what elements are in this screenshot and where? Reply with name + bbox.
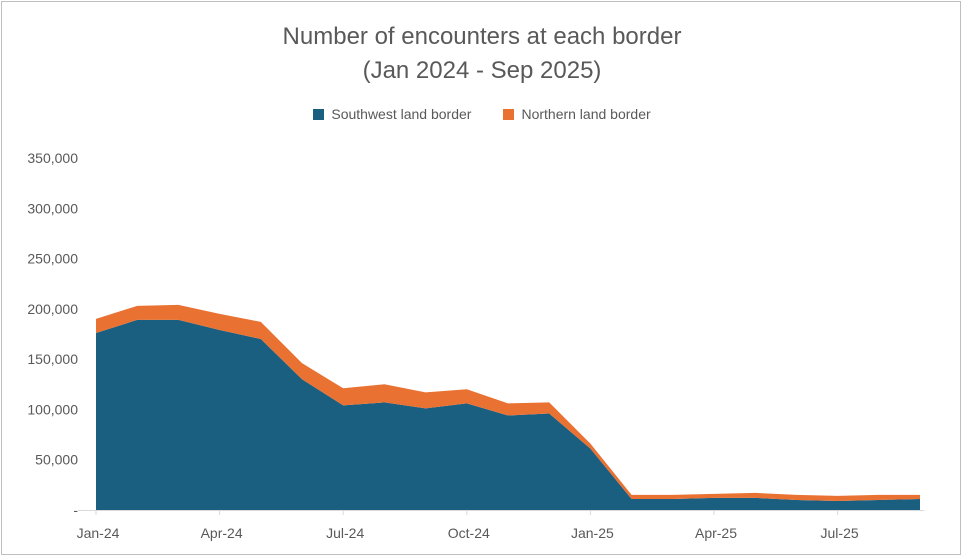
legend-label-southwest: Southwest land border bbox=[331, 106, 472, 122]
x-tick-label: Jan-24 bbox=[77, 525, 120, 541]
legend-label-northern: Northern land border bbox=[521, 106, 651, 122]
y-tick-label: - bbox=[73, 502, 78, 518]
legend-swatch-southwest bbox=[313, 108, 325, 120]
y-tick-label: 250,000 bbox=[27, 251, 78, 267]
y-tick-label: 150,000 bbox=[27, 351, 78, 367]
y-tick-label: 100,000 bbox=[27, 401, 78, 417]
area-layer bbox=[96, 304, 920, 510]
x-tick-label: Oct-24 bbox=[448, 525, 490, 541]
y-axis: - 50,000 100,000 150,000 200,000 250,000 300,0… bbox=[27, 150, 78, 518]
y-tick-label: 300,000 bbox=[27, 200, 78, 216]
x-tick-label: Jul-24 bbox=[326, 525, 364, 541]
x-axis: Jan-24 Apr-24 Jul-24 Oct-24 Jan-25 Apr-25 Jul-… bbox=[77, 510, 859, 541]
legend-item-southwest: Southwest land border bbox=[313, 106, 471, 122]
chart-title: Number of encounters at each border bbox=[282, 23, 682, 50]
legend-swatch-northern bbox=[503, 108, 515, 120]
chart-title-block: Number of encounters at each border (Jan… bbox=[2, 20, 962, 88]
legend-item-northern: Northern land border bbox=[503, 106, 651, 122]
x-tick-label: Apr-25 bbox=[695, 525, 737, 541]
x-tick-label: Apr-24 bbox=[201, 525, 243, 541]
y-tick-label: 200,000 bbox=[27, 301, 78, 317]
y-tick-label: 50,000 bbox=[35, 452, 78, 468]
chart-subtitle: (Jan 2024 - Sep 2025) bbox=[362, 57, 602, 84]
legend: Southwest land border Northern land bord… bbox=[2, 106, 962, 122]
y-tick-label: 350,000 bbox=[27, 150, 78, 166]
x-tick-label: Jan-25 bbox=[571, 525, 614, 541]
area-series-southwest bbox=[96, 319, 920, 510]
x-tick-label: Jul-25 bbox=[821, 525, 859, 541]
